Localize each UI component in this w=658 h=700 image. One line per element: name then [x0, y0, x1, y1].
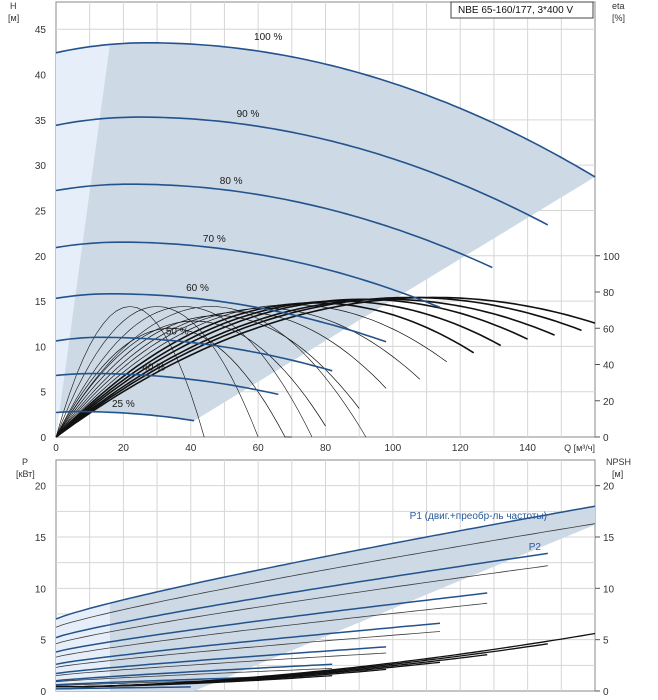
head-tick-label: 5 [40, 388, 46, 399]
head-tick-label: 45 [35, 25, 47, 36]
eta-tick-label: 60 [603, 324, 615, 335]
efficiency-curve [55, 306, 367, 438]
flow-tick-label: 120 [452, 443, 469, 454]
p2-curve [55, 523, 596, 628]
speed-label: 80 % [220, 176, 243, 187]
p1-curve [55, 646, 387, 675]
head-axis-title: H [10, 1, 17, 11]
efficiency-curve [55, 296, 596, 438]
npsh-axis-title: NPSH [606, 457, 631, 467]
speed-label: 90 % [237, 109, 260, 120]
head-tick-label: 25 [35, 206, 47, 217]
flow-tick-label: 40 [185, 443, 197, 454]
head-tick-label: 35 [35, 116, 47, 127]
p1-curve [55, 622, 441, 666]
p1-curve [55, 663, 333, 682]
eta-tick-label: 20 [603, 397, 615, 408]
p1-curve [55, 686, 191, 690]
power-envelope-area [56, 506, 595, 691]
head-curve [55, 42, 596, 178]
head-tick-label: 30 [35, 161, 47, 172]
npsh-curve [56, 674, 333, 688]
pump-label-box: NBE 65-160/177, 3*400 V [450, 1, 594, 19]
eta-tick-label: 40 [603, 361, 615, 372]
head-curve [55, 410, 195, 422]
npsh-curves [56, 632, 596, 688]
power-tick-label: 0 [40, 687, 46, 698]
head-curve [55, 241, 441, 309]
npsh-tick-label: 10 [603, 584, 615, 595]
efficiency-curve [55, 306, 205, 438]
flow-axis-title: Q [м³/ч] [564, 443, 595, 453]
top-axes: 0 5 10 15 20 25 30 35 40 45 0 20 40 60 80 100 0 20 40 60 80 1… [35, 25, 620, 454]
p2-curve [55, 602, 488, 658]
power-axis-title: P [22, 457, 28, 467]
speed-label: 60 % [186, 283, 209, 294]
power-tick-label: 5 [40, 636, 46, 647]
head-curve [55, 183, 493, 269]
pump-label-frame [450, 1, 594, 19]
speed-labels: 100 % 90 % 80 % 70 % 60 % 50 % 40 % 25 % [112, 32, 283, 410]
flow-tick-label: 20 [118, 443, 130, 454]
flow-tick-label: 60 [253, 443, 265, 454]
power-tick-label: 20 [35, 482, 47, 493]
p2-curve [55, 565, 548, 645]
flow-tick-label: 100 [385, 443, 402, 454]
head-curve [55, 336, 333, 372]
head-curves [55, 42, 596, 422]
power-tick-label: 15 [35, 533, 47, 544]
head-tick-label: 40 [35, 71, 47, 82]
efficiency-curve [55, 298, 555, 438]
head-curve [55, 372, 279, 396]
p2-curve [55, 652, 387, 676]
efficiency-curve [55, 327, 292, 438]
bottom-axes: 0 5 10 15 20 0 5 10 15 20 [35, 482, 615, 698]
p1-series-label: P1 (двиг.+преобр-ль частоты) [410, 510, 547, 522]
flow-tick-label: 80 [320, 443, 332, 454]
flow-tick-label: 0 [53, 443, 59, 454]
speed-label: 70 % [203, 234, 226, 245]
npsh-tick-label: 5 [603, 636, 609, 647]
p2-curve [55, 631, 441, 668]
eta-tick-label: 0 [603, 433, 609, 444]
speed-label: 100 % [254, 32, 282, 43]
p1-curve [55, 552, 548, 639]
head-tick-label: 20 [35, 252, 47, 263]
speed-label: 50 % [166, 326, 189, 337]
head-curve [55, 116, 549, 226]
power-curves [55, 505, 596, 690]
head-tick-label: 15 [35, 297, 47, 308]
head-efficiency-plot: 100 % 90 % 80 % 70 % 60 % 50 % 40 % 25 % 0 5 10 15… [8, 1, 625, 454]
pump-label: NBE 65-160/177, 3*400 V [458, 5, 573, 16]
eta-tick-label: 80 [603, 288, 615, 299]
npsh-tick-label: 15 [603, 533, 615, 544]
head-curve [55, 293, 387, 343]
speed-label: 40 % [142, 363, 165, 374]
power-npsh-plot: 0 5 10 15 20 0 5 10 15 20 P [кВт] NPSH [м] P1 (дв… [16, 457, 631, 698]
p2-curve [55, 668, 333, 683]
npsh-tick-label: 20 [603, 482, 615, 493]
npsh-axis-unit: [м] [612, 469, 623, 479]
p1-curve [55, 505, 596, 620]
eta-axis-title: eta [612, 1, 625, 11]
p1-curve [55, 592, 488, 653]
eta-tick-label: 100 [603, 252, 620, 263]
npsh-tick-label: 0 [603, 687, 609, 698]
head-tick-label: 10 [35, 342, 47, 353]
flow-tick-label: 140 [519, 443, 536, 454]
power-axis-unit: [кВт] [16, 469, 35, 479]
p2-series-label: P2 [529, 542, 542, 553]
power-tick-label: 10 [35, 584, 47, 595]
head-axis-unit: [м] [8, 13, 19, 23]
head-tick-label: 0 [40, 433, 46, 444]
speed-label: 25 % [112, 399, 135, 410]
efficiency-curve [55, 306, 313, 438]
efficiency-curve [55, 306, 259, 438]
eta-axis-unit: [%] [612, 13, 625, 23]
